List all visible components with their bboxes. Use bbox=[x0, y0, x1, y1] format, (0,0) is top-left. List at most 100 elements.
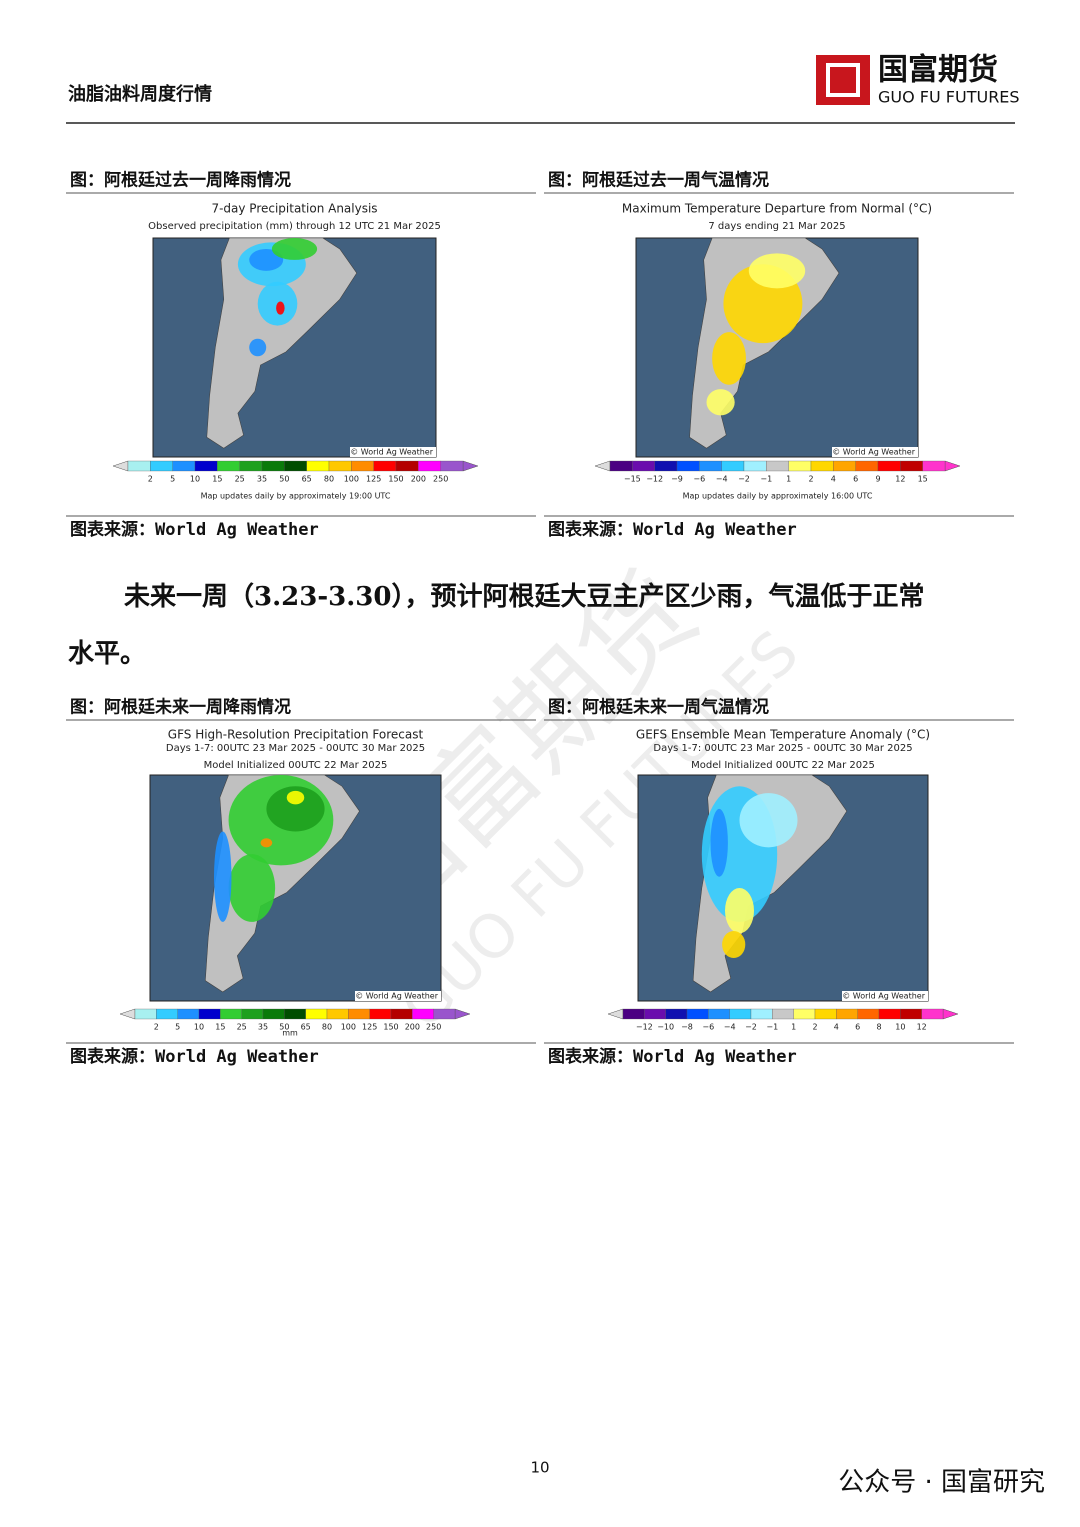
scale-label: 250 bbox=[433, 475, 448, 484]
scale-unit: mm bbox=[282, 1029, 298, 1038]
scale-swatch bbox=[750, 1008, 773, 1020]
scale-label: 10 bbox=[194, 1023, 204, 1032]
scale-swatch bbox=[654, 460, 678, 472]
map-shading bbox=[228, 854, 276, 922]
scale-label: 150 bbox=[383, 1023, 398, 1032]
scale-swatch bbox=[900, 460, 923, 472]
scale-swatch bbox=[644, 1008, 666, 1020]
map-title: Observed precipitation (mm) through 12 U… bbox=[148, 221, 441, 232]
scale-swatch bbox=[239, 460, 263, 472]
scale-label: 200 bbox=[405, 1023, 420, 1032]
scale-label: 150 bbox=[388, 475, 403, 484]
scale-label: 80 bbox=[324, 475, 334, 484]
scale-swatch bbox=[665, 1008, 688, 1020]
scale-label: 200 bbox=[411, 475, 426, 484]
scale-label: 6 bbox=[855, 1023, 860, 1032]
scale-label: 65 bbox=[302, 475, 312, 484]
map-shading bbox=[249, 248, 284, 271]
figure-source: 图表来源：World Ag Weather bbox=[548, 1046, 797, 1067]
scale-swatch bbox=[836, 1008, 858, 1020]
scale-swatch bbox=[395, 460, 419, 472]
scale-swatch bbox=[217, 460, 240, 472]
map-title: Maximum Temperature Departure from Norma… bbox=[622, 202, 932, 216]
scale-label: 2 bbox=[154, 1023, 159, 1032]
scale-swatch bbox=[878, 1008, 901, 1020]
scale-swatch bbox=[793, 1008, 816, 1020]
map-shading bbox=[712, 332, 746, 385]
scale-label: −10 bbox=[657, 1023, 674, 1032]
scale-swatch bbox=[622, 1008, 645, 1020]
scale-label: −1 bbox=[760, 475, 772, 484]
scale-label: −6 bbox=[693, 475, 705, 484]
scale-label: 10 bbox=[190, 475, 200, 484]
scale-label: 100 bbox=[341, 1023, 356, 1032]
logo-cn: 国富期货 bbox=[878, 53, 998, 88]
scale-label: −2 bbox=[745, 1023, 757, 1032]
scale-swatch bbox=[772, 1008, 794, 1020]
scale-label: 25 bbox=[237, 1023, 247, 1032]
scale-label: 25 bbox=[235, 475, 245, 484]
scale-swatch bbox=[306, 460, 330, 472]
scale-swatch bbox=[373, 460, 397, 472]
scale-arrow bbox=[942, 1008, 959, 1020]
scale-label: −8 bbox=[681, 1023, 693, 1032]
figure-caption: 图：阿根廷未来一周气温情况 bbox=[548, 697, 769, 718]
map-title: Days 1-7: 00UTC 23 Mar 2025 - 00UTC 30 M… bbox=[166, 743, 425, 754]
map-credit: © World Ag Weather bbox=[832, 448, 916, 457]
scale-arrow bbox=[462, 460, 479, 472]
map-shading bbox=[706, 389, 735, 416]
scale-label: −9 bbox=[671, 475, 683, 484]
scale-swatch bbox=[241, 1008, 264, 1020]
map-shading bbox=[286, 790, 305, 805]
paragraph-line: 水平。 bbox=[68, 639, 146, 669]
map-title: Days 1-7: 00UTC 23 Mar 2025 - 00UTC 30 M… bbox=[653, 743, 912, 754]
scale-label: 2 bbox=[812, 1023, 817, 1032]
scale-swatch bbox=[743, 460, 767, 472]
scale-arrow bbox=[607, 1008, 624, 1020]
scale-swatch bbox=[814, 1008, 837, 1020]
scale-label: −1 bbox=[766, 1023, 778, 1032]
credit-box bbox=[350, 447, 436, 457]
map-title: 7 days ending 21 Mar 2025 bbox=[708, 221, 845, 232]
credit-box bbox=[842, 991, 928, 1001]
scale-label: −4 bbox=[716, 475, 728, 484]
map-shading bbox=[214, 831, 232, 922]
scale-label: −6 bbox=[702, 1023, 714, 1032]
scale-swatch bbox=[284, 1008, 306, 1020]
figure-caption: 图：阿根廷过去一周气温情况 bbox=[548, 170, 769, 191]
logo-mark-inner bbox=[826, 63, 860, 97]
scale-swatch bbox=[766, 460, 789, 472]
scale-arrow bbox=[594, 460, 611, 472]
scale-swatch bbox=[855, 460, 879, 472]
scale-label: 6 bbox=[853, 475, 858, 484]
scale-swatch bbox=[390, 1008, 413, 1020]
scale-swatch bbox=[261, 460, 285, 472]
map-shading bbox=[260, 838, 273, 848]
scale-swatch bbox=[877, 460, 901, 472]
scale-label: 50 bbox=[279, 475, 289, 484]
logo-en: GUO FU FUTURES bbox=[878, 88, 1020, 107]
map-ocean bbox=[152, 237, 437, 458]
scale-swatch bbox=[172, 460, 196, 472]
scale-label: 65 bbox=[301, 1023, 311, 1032]
scale-swatch bbox=[305, 1008, 328, 1020]
scale-swatch bbox=[676, 460, 700, 472]
figure-source: 图表来源：World Ag Weather bbox=[70, 519, 319, 540]
map-shading bbox=[725, 888, 754, 934]
scale-swatch bbox=[632, 460, 655, 472]
scale-swatch bbox=[220, 1008, 242, 1020]
scale-swatch bbox=[721, 460, 745, 472]
map-shading bbox=[722, 930, 746, 959]
map-shading bbox=[739, 793, 798, 848]
logo-mark bbox=[816, 55, 870, 105]
scale-label: 1 bbox=[791, 1023, 796, 1032]
scale-swatch bbox=[900, 1008, 922, 1020]
figure-source: 图表来源：World Ag Weather bbox=[70, 1046, 319, 1067]
figure-caption: 图：阿根廷未来一周降雨情况 bbox=[70, 697, 291, 718]
scale-label: 100 bbox=[344, 475, 359, 484]
scale-label: 10 bbox=[895, 1023, 905, 1032]
scale-arrow bbox=[112, 460, 129, 472]
scale-arrow bbox=[119, 1008, 136, 1020]
scale-swatch bbox=[922, 460, 946, 472]
map-credit: © World Ag Weather bbox=[842, 992, 926, 1001]
